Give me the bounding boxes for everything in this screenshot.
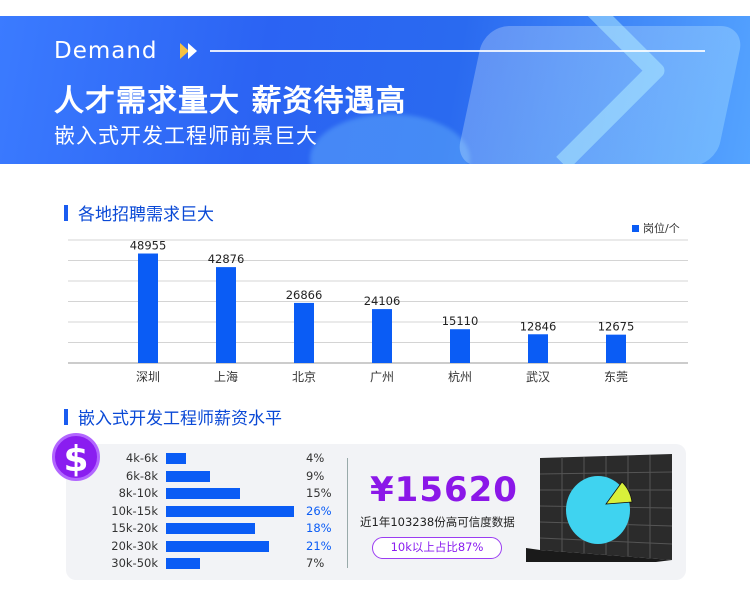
bar bbox=[450, 329, 470, 363]
bar bbox=[138, 253, 158, 363]
category-label: 上海 bbox=[214, 369, 238, 384]
data-label: 24106 bbox=[364, 294, 401, 308]
salary-row: 30k-50k 7% bbox=[100, 555, 340, 572]
salary-row: 20k-30k 21% bbox=[100, 538, 340, 555]
salary-percent: 18% bbox=[306, 521, 332, 535]
salary-percent: 9% bbox=[306, 468, 325, 483]
banner-title: 人才需求量大 薪资待遇高 bbox=[54, 84, 407, 119]
data-label: 42876 bbox=[208, 252, 245, 266]
pie-highlight-slice bbox=[605, 481, 633, 505]
legend-label: 岗位/个 bbox=[643, 222, 680, 235]
salary-bar bbox=[166, 505, 294, 517]
salary-range-label: 30k-50k bbox=[111, 556, 158, 570]
salary-bar bbox=[166, 453, 186, 464]
bar bbox=[606, 334, 626, 363]
salary-highlight-pill: 10k以上占比87% bbox=[372, 537, 502, 559]
header-banner: Demand 人才需求量大 薪资待遇高 嵌入式开发工程师前景巨大 bbox=[0, 16, 750, 164]
play-icon bbox=[180, 43, 197, 59]
salary-row: 15k-20k 18% bbox=[100, 520, 340, 537]
data-label: 26866 bbox=[286, 288, 323, 302]
data-label: 12846 bbox=[520, 319, 557, 333]
banner-eyebrow: Demand bbox=[54, 38, 158, 64]
salary-bar-track bbox=[166, 505, 294, 517]
salary-bar-track bbox=[166, 558, 201, 569]
dollar-icon: $ bbox=[52, 433, 100, 481]
bar bbox=[216, 267, 236, 363]
salary-row: 8k-10k 15% bbox=[100, 485, 340, 502]
category-label: 北京 bbox=[292, 370, 316, 384]
banner-decoration bbox=[310, 114, 470, 164]
bar bbox=[372, 309, 392, 363]
category-label: 深圳 bbox=[136, 370, 160, 384]
salary-bar bbox=[166, 523, 255, 534]
category-label: 东莞 bbox=[604, 370, 628, 384]
banner-divider bbox=[210, 50, 705, 52]
data-label: 15110 bbox=[442, 314, 479, 328]
heading-marker bbox=[64, 204, 68, 221]
salary-percent: 4% bbox=[306, 451, 325, 465]
salary-percent: 21% bbox=[306, 538, 332, 553]
salary-range-label: 6k-8k bbox=[125, 468, 158, 483]
salary-distribution: 4k-6k 4% 6k-8k 9% 8k-10k 15% 10k-15k 26% 15k-20k… bbox=[100, 450, 340, 575]
heading-marker bbox=[64, 408, 68, 425]
data-label: 48955 bbox=[130, 239, 167, 253]
data-label: 12675 bbox=[598, 320, 635, 334]
salary-range-label: 10k-15k bbox=[111, 503, 158, 518]
recruit-bar-chart: 48955 深圳 42876 上海 26866 北京 24106 广州 15110 杭州 12846… bbox=[68, 218, 688, 393]
salary-range-label: 8k-10k bbox=[118, 486, 158, 500]
salary-range-label: 15k-20k bbox=[111, 521, 158, 535]
salary-percent: 7% bbox=[306, 556, 325, 570]
salary-bar-track bbox=[166, 488, 240, 499]
bar bbox=[294, 302, 314, 363]
salary-bar bbox=[166, 540, 270, 552]
salary-bar-track bbox=[166, 540, 270, 552]
category-label: 武汉 bbox=[526, 370, 550, 384]
salary-bar bbox=[166, 470, 211, 482]
salary-note: 近1年103238份高可信度数据 bbox=[360, 515, 515, 529]
legend-swatch bbox=[632, 224, 639, 232]
salary-bar bbox=[166, 488, 240, 499]
salary-percent: 15% bbox=[306, 486, 332, 500]
banner-subtitle: 嵌入式开发工程师前景巨大 bbox=[54, 124, 318, 148]
section-title: 各地招聘需求巨大 bbox=[78, 205, 214, 225]
bar-chart-svg: 48955 深圳 42876 上海 26866 北京 24106 广州 15110 杭州 12846… bbox=[68, 239, 688, 384]
category-label: 杭州 bbox=[448, 369, 472, 384]
category-label: 广州 bbox=[370, 370, 394, 384]
salary-row: 10k-15k 26% bbox=[100, 503, 340, 520]
section-heading-recruit: 各地招聘需求巨大 bbox=[64, 200, 214, 225]
salary-percent: 26% bbox=[306, 503, 332, 518]
salary-row: 4k-6k 4% bbox=[100, 450, 340, 467]
chart-legend: 岗位/个 bbox=[632, 220, 680, 236]
average-salary: ¥15620 bbox=[370, 470, 518, 510]
section-heading-salary: 嵌入式开发工程师薪资水平 bbox=[64, 404, 282, 429]
bar bbox=[528, 334, 548, 363]
pie-chart-illustration bbox=[526, 454, 673, 562]
salary-range-label: 20k-30k bbox=[111, 538, 158, 553]
salary-bar-track bbox=[166, 523, 255, 534]
salary-bar-track bbox=[166, 453, 186, 464]
salary-row: 6k-8k 9% bbox=[100, 468, 340, 485]
section-title: 嵌入式开发工程师薪资水平 bbox=[78, 409, 282, 429]
card-divider bbox=[347, 458, 348, 568]
salary-bar-track bbox=[166, 470, 211, 482]
salary-bar bbox=[166, 558, 201, 569]
salary-range-label: 4k-6k bbox=[125, 451, 158, 465]
